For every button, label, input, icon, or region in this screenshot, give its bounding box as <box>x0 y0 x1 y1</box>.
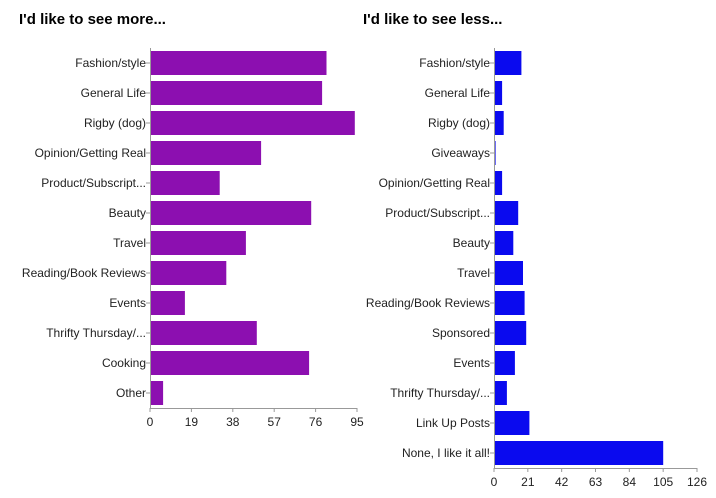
xtick-label-less-2: 42 <box>555 475 569 489</box>
xtick-label-less-3: 63 <box>589 475 603 489</box>
bar-more-6 <box>150 231 246 255</box>
bar-less-0 <box>494 51 522 75</box>
bar-more-10 <box>150 351 310 375</box>
category-label-more-1: General Life <box>81 86 147 100</box>
category-label-more-11: Other <box>116 386 146 400</box>
category-label-less-1: General Life <box>425 86 491 100</box>
category-label-more-7: Reading/Book Reviews <box>22 266 146 280</box>
xtick-label-more-5: 95 <box>350 415 364 429</box>
bar-more-3 <box>150 141 262 165</box>
bar-less-7 <box>494 261 523 285</box>
category-label-less-2: Rigby (dog) <box>428 116 490 130</box>
bar-less-4 <box>494 171 503 195</box>
xtick-label-more-2: 38 <box>226 415 240 429</box>
category-label-less-3: Giveaways <box>431 146 490 160</box>
xtick-label-more-1: 19 <box>185 415 199 429</box>
bar-more-0 <box>150 51 327 75</box>
bar-less-8 <box>494 291 525 315</box>
category-label-more-3: Opinion/Getting Real <box>35 146 146 160</box>
bar-less-1 <box>494 81 503 105</box>
bar-more-2 <box>150 111 355 135</box>
category-label-less-5: Product/Subscript... <box>385 206 490 220</box>
category-label-less-9: Sponsored <box>432 326 490 340</box>
xtick-label-less-6: 126 <box>687 475 707 489</box>
category-label-more-0: Fashion/style <box>75 56 146 70</box>
bar-more-1 <box>150 81 323 105</box>
bar-less-6 <box>494 231 514 255</box>
category-label-less-10: Events <box>453 356 490 370</box>
category-label-more-9: Thrifty Thursday/... <box>46 326 146 340</box>
category-label-more-6: Travel <box>113 236 146 250</box>
bar-less-2 <box>494 111 504 135</box>
category-label-more-2: Rigby (dog) <box>84 116 146 130</box>
category-label-less-7: Travel <box>457 266 490 280</box>
category-label-less-0: Fashion/style <box>419 56 490 70</box>
xtick-label-less-0: 0 <box>491 475 498 489</box>
category-label-more-5: Beauty <box>109 206 146 220</box>
xtick-label-more-4: 76 <box>309 415 323 429</box>
bar-less-11 <box>494 381 507 405</box>
bar-less-5 <box>494 201 519 225</box>
category-label-more-10: Cooking <box>102 356 146 370</box>
bar-less-10 <box>494 351 515 375</box>
chart-title-less: I'd like to see less... <box>363 11 503 28</box>
xtick-label-more-0: 0 <box>147 415 154 429</box>
bar-more-7 <box>150 261 227 285</box>
category-label-less-6: Beauty <box>453 236 490 250</box>
category-label-more-8: Events <box>109 296 146 310</box>
chart-title-more: I'd like to see more... <box>19 11 166 28</box>
bar-more-5 <box>150 201 312 225</box>
bar-more-11 <box>150 381 164 405</box>
bar-more-8 <box>150 291 185 315</box>
xtick-label-less-4: 84 <box>623 475 637 489</box>
bar-less-13 <box>494 441 664 465</box>
xtick-label-less-5: 105 <box>653 475 673 489</box>
category-label-less-13: None, I like it all! <box>402 446 490 460</box>
category-label-less-8: Reading/Book Reviews <box>366 296 490 310</box>
xtick-label-less-1: 21 <box>521 475 535 489</box>
xtick-label-more-3: 57 <box>268 415 282 429</box>
category-label-less-11: Thrifty Thursday/... <box>390 386 490 400</box>
bar-more-4 <box>150 171 220 195</box>
category-label-less-4: Opinion/Getting Real <box>379 176 490 190</box>
category-label-more-4: Product/Subscript... <box>41 176 146 190</box>
bar-less-9 <box>494 321 527 345</box>
bar-less-12 <box>494 411 530 435</box>
category-label-less-12: Link Up Posts <box>416 416 490 430</box>
bar-more-9 <box>150 321 257 345</box>
